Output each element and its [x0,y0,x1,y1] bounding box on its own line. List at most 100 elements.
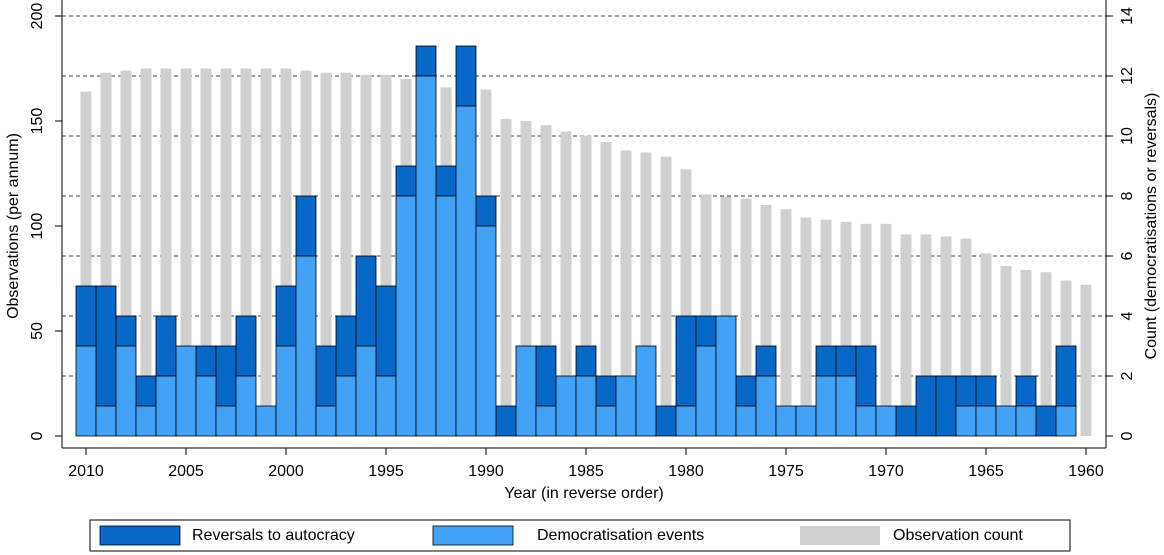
count-bar [95,405,117,437]
observation-bar [740,198,752,436]
count-bar [1055,405,1077,437]
count-bar [155,315,177,377]
count-bar [1055,345,1077,407]
observation-bar [640,152,652,436]
x-tick-label: 1980 [668,463,704,480]
x-tick-label: 1990 [468,463,504,480]
observation-bar [200,68,212,436]
count-bar [375,375,397,437]
observation-bar [520,121,532,436]
count-bar [975,375,997,407]
count-bar [235,315,257,377]
count-bar [855,405,877,437]
count-bar [815,345,837,377]
observation-bar [80,91,92,436]
x-tick-label: 1960 [1068,463,1104,480]
count-bar [515,345,537,437]
count-bar [895,405,917,437]
count-bar [955,375,977,407]
observation-bar [800,217,812,436]
count-bar [595,405,617,437]
count-bar [795,405,817,437]
count-bar [415,45,437,77]
y2-tick-label: 10 [1119,127,1136,145]
observation-bar [1040,272,1052,436]
y-tick-label: 50 [29,322,46,340]
count-bar [695,315,717,347]
observation-bar [220,68,232,436]
x-axis-title: Year (in reverse order) [504,485,663,502]
count-bar [355,345,377,437]
count-bar [235,375,257,437]
observation-bar [660,156,672,436]
x-tick-label: 2005 [168,463,204,480]
observation-bar [360,74,372,437]
count-bar [535,405,557,437]
y2-tick-label: 14 [1119,7,1136,25]
count-bar [1015,405,1037,437]
count-bar [695,345,717,437]
y-axis-title: Observations (per annum) [5,133,22,319]
observation-bar [1020,270,1032,436]
observation-bar [560,131,572,436]
count-bar [375,285,397,377]
count-bar [755,345,777,377]
legend-swatch [99,525,181,546]
observation-bar [820,219,832,436]
observation-bar [900,234,912,436]
y-tick-label: 150 [29,108,46,135]
count-bar [995,405,1017,437]
observation-bar [960,238,972,436]
x-tick-label: 1995 [368,463,404,480]
observation-bar [160,68,172,436]
count-bar [975,405,997,437]
y2-tick-label: 2 [1119,371,1136,380]
count-bar [455,45,477,107]
count-bar [735,405,757,437]
count-bar [195,345,217,377]
observation-bar [280,68,292,436]
count-bar [435,165,457,197]
observation-bar [600,142,612,436]
observation-bar [980,253,992,436]
count-bar [775,405,797,437]
count-bar [535,345,557,407]
observation-bar [540,125,552,436]
count-bar [275,285,297,347]
legend-label: Observation count [893,527,1023,544]
count-bar [435,195,457,437]
count-bar [955,405,977,437]
count-bar [715,315,737,437]
legend-swatch [432,525,514,546]
count-bar [735,375,757,407]
observation-bar [760,205,772,436]
count-bar [335,315,357,377]
observation-bar [840,221,852,436]
y-tick-label: 100 [29,213,46,240]
count-bar [635,345,657,437]
observation-bar [180,68,192,436]
count-bar [675,315,697,407]
count-bar [75,345,97,437]
observation-bar [340,72,352,436]
count-bar [295,255,317,437]
count-bar [255,405,277,437]
observation-bar [920,234,932,436]
count-bar [575,345,597,377]
observation-bar [1080,284,1092,436]
legend-swatch [800,526,880,545]
count-bar [575,375,597,437]
x-tick-label: 2010 [68,463,104,480]
count-bar [835,375,857,437]
count-bar [855,345,877,407]
count-bar [295,195,317,257]
count-bar [155,375,177,437]
y2-axis-title: Count (democratisations or reversals) [1143,93,1160,360]
count-bar [355,255,377,347]
observation-bar [100,72,112,436]
count-bar [215,405,237,437]
count-bar [475,195,497,227]
count-bar [455,105,477,437]
observation-bar [620,150,632,436]
